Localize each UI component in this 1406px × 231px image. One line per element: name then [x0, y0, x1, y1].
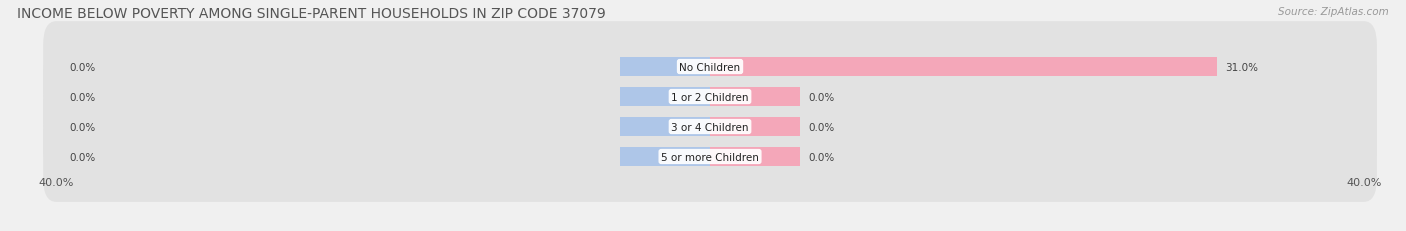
- FancyBboxPatch shape: [44, 52, 1376, 142]
- Text: 5 or more Children: 5 or more Children: [661, 152, 759, 162]
- Bar: [620, 88, 710, 106]
- Text: 0.0%: 0.0%: [69, 92, 96, 102]
- Text: 1 or 2 Children: 1 or 2 Children: [671, 92, 749, 102]
- Text: 0.0%: 0.0%: [808, 92, 834, 102]
- Bar: [710, 118, 800, 136]
- FancyBboxPatch shape: [44, 112, 1376, 202]
- Text: 31.0%: 31.0%: [1225, 62, 1258, 72]
- Bar: [620, 118, 710, 136]
- Text: No Children: No Children: [679, 62, 741, 72]
- Bar: [620, 58, 710, 76]
- Text: 0.0%: 0.0%: [808, 152, 834, 162]
- Bar: [710, 148, 800, 166]
- Text: 0.0%: 0.0%: [69, 62, 96, 72]
- Bar: [620, 148, 710, 166]
- FancyBboxPatch shape: [44, 82, 1376, 172]
- Text: 0.0%: 0.0%: [808, 122, 834, 132]
- Text: 0.0%: 0.0%: [69, 122, 96, 132]
- FancyBboxPatch shape: [44, 22, 1376, 112]
- Text: 0.0%: 0.0%: [69, 152, 96, 162]
- Bar: [710, 88, 800, 106]
- Text: 3 or 4 Children: 3 or 4 Children: [671, 122, 749, 132]
- Text: INCOME BELOW POVERTY AMONG SINGLE-PARENT HOUSEHOLDS IN ZIP CODE 37079: INCOME BELOW POVERTY AMONG SINGLE-PARENT…: [17, 7, 606, 21]
- Bar: [710, 58, 1216, 76]
- Text: Source: ZipAtlas.com: Source: ZipAtlas.com: [1278, 7, 1389, 17]
